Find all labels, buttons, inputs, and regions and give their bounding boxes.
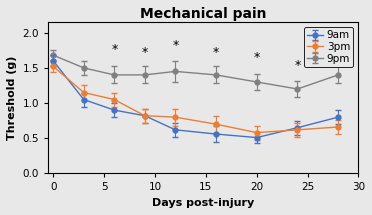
Text: *: * bbox=[213, 46, 219, 59]
Text: *: * bbox=[172, 39, 179, 52]
Text: *: * bbox=[294, 59, 301, 72]
Legend: 9am, 3pm, 9pm: 9am, 3pm, 9pm bbox=[304, 27, 353, 67]
Y-axis label: Threshold (g): Threshold (g) bbox=[7, 56, 17, 140]
Text: *: * bbox=[111, 43, 118, 56]
X-axis label: Days post-injury: Days post-injury bbox=[152, 198, 254, 208]
Text: *: * bbox=[142, 46, 148, 59]
Title: Mechanical pain: Mechanical pain bbox=[140, 7, 267, 21]
Text: *: * bbox=[335, 45, 341, 58]
Text: *: * bbox=[254, 51, 260, 64]
